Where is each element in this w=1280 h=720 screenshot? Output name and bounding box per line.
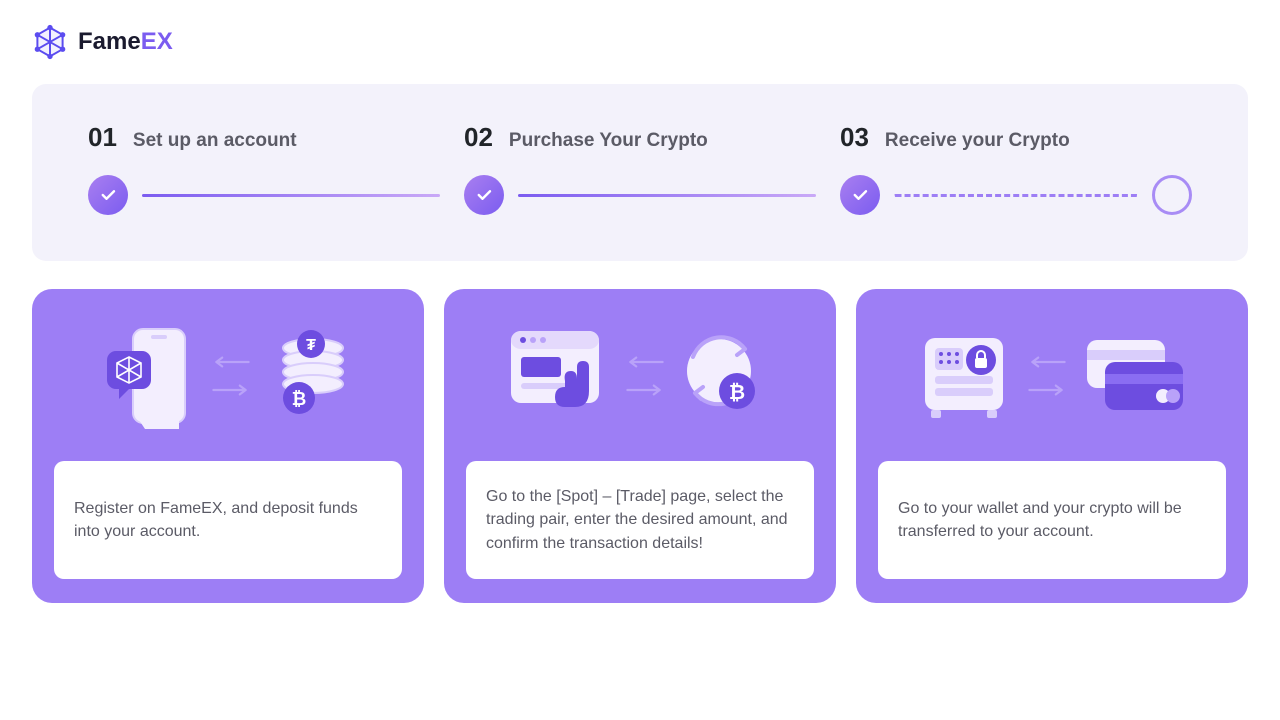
cards-row: ₮ ₿ Register on FameEX, and deposit fund…	[32, 289, 1248, 603]
arrow-right-icon	[1025, 383, 1069, 397]
coins-icon: ₮ ₿	[261, 326, 351, 426]
step-2: 02 Purchase Your Crypto	[464, 122, 816, 215]
card-description: Go to your wallet and your crypto will b…	[898, 497, 1206, 543]
arrow-left-icon	[1025, 355, 1069, 369]
arrow-right-icon	[209, 383, 253, 397]
card-illustration: ₿	[466, 311, 814, 441]
logo-text: FameEX	[78, 28, 173, 56]
check-icon	[840, 175, 880, 215]
card-description: Go to the [Spot] – [Trade] page, select …	[486, 485, 794, 555]
step-title: Receive your Crypto	[885, 130, 1070, 152]
step-1: 01 Set up an account	[88, 122, 440, 215]
card-description: Register on FameEX, and deposit funds in…	[74, 497, 382, 543]
step-title: Set up an account	[133, 130, 297, 152]
logo-icon	[32, 24, 68, 60]
logo: FameEX	[32, 24, 1248, 60]
phone-icon	[105, 321, 201, 431]
arrow-pair	[623, 355, 667, 397]
progress-line-dashed	[894, 194, 1138, 197]
card-setup: ₮ ₿ Register on FameEX, and deposit fund…	[32, 289, 424, 603]
arrow-pair	[209, 355, 253, 397]
safe-icon	[917, 326, 1017, 426]
card-illustration	[878, 311, 1226, 441]
progress-end-circle	[1152, 175, 1192, 215]
arrow-left-icon	[209, 355, 253, 369]
step-number: 03	[840, 122, 869, 153]
step-number: 01	[88, 122, 117, 153]
arrow-right-icon	[623, 383, 667, 397]
progress-panel: 01 Set up an account 02 Purchase Your Cr…	[32, 84, 1248, 261]
card-description-box: Go to the [Spot] – [Trade] page, select …	[466, 461, 814, 579]
card-receive: Go to your wallet and your crypto will b…	[856, 289, 1248, 603]
card-illustration: ₮ ₿	[54, 311, 402, 441]
step-number: 02	[464, 122, 493, 153]
svg-text:₿: ₿	[729, 382, 745, 404]
progress-line	[142, 194, 440, 197]
check-icon	[88, 175, 128, 215]
exchange-icon: ₿	[675, 321, 775, 431]
svg-text:₿: ₿	[292, 389, 307, 409]
browser-tap-icon	[505, 321, 615, 431]
card-purchase: ₿ Go to the [Spot] – [Trade] page, selec…	[444, 289, 836, 603]
credit-cards-icon	[1077, 326, 1187, 426]
arrow-left-icon	[623, 355, 667, 369]
svg-text:₮: ₮	[306, 337, 316, 354]
card-description-box: Go to your wallet and your crypto will b…	[878, 461, 1226, 579]
progress-line	[518, 194, 816, 197]
check-icon	[464, 175, 504, 215]
arrow-pair	[1025, 355, 1069, 397]
step-3: 03 Receive your Crypto	[840, 122, 1192, 215]
card-description-box: Register on FameEX, and deposit funds in…	[54, 461, 402, 579]
step-title: Purchase Your Crypto	[509, 130, 708, 152]
